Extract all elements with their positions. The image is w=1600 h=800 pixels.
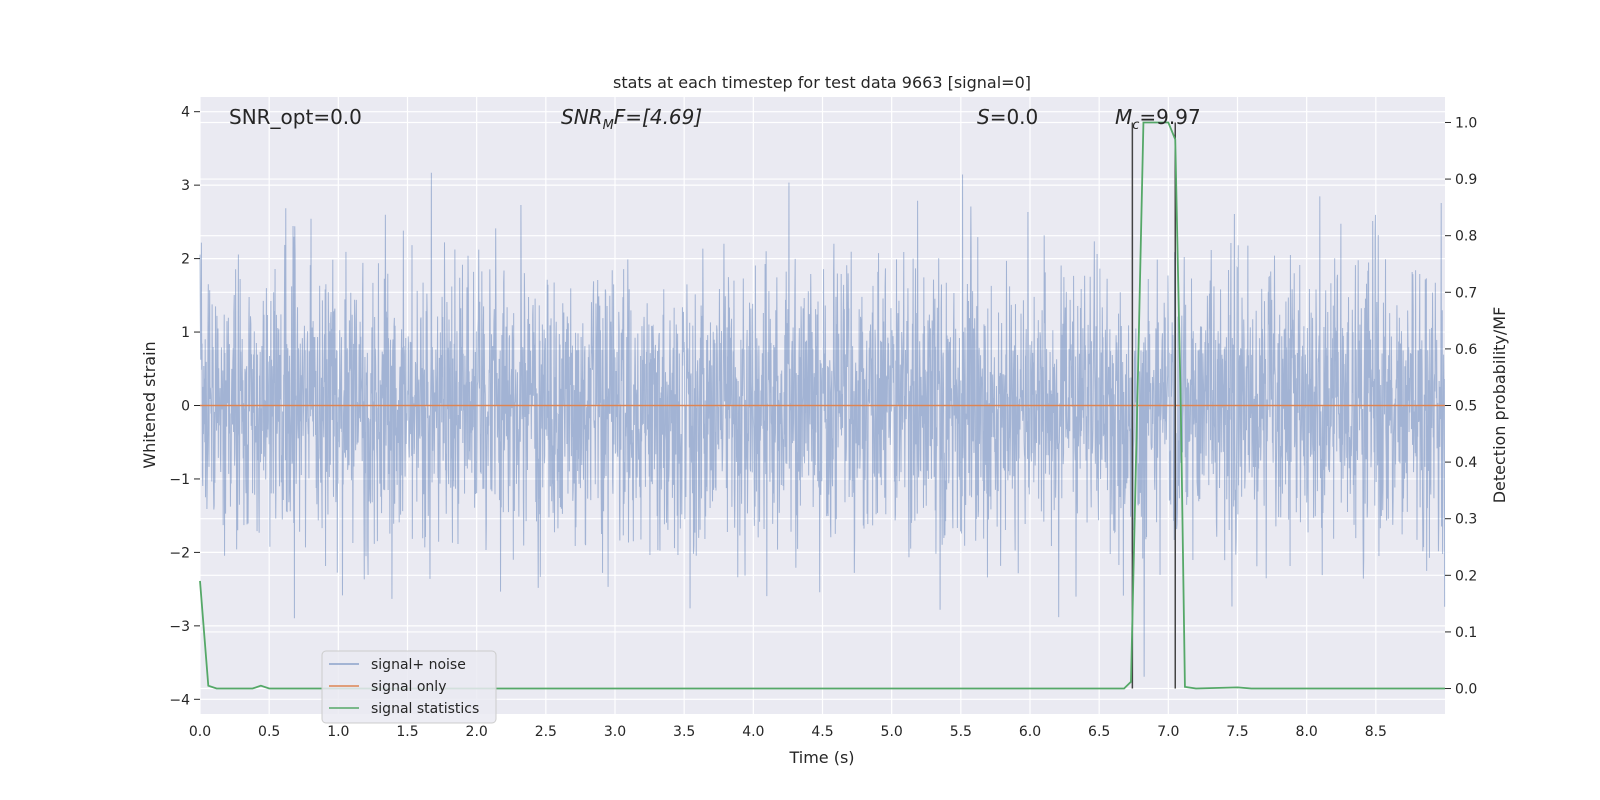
x-tick-label: 2.0: [466, 724, 488, 740]
annotation-snr-mf-rest: F=[4.69]: [614, 105, 702, 129]
x-tick-label: 8.5: [1365, 724, 1387, 740]
annotation-mc-main: M: [1115, 105, 1132, 129]
signal-statistics-line: [199, 121, 1445, 690]
x-tick-label: 5.5: [950, 724, 972, 740]
y2-tick-label: 0.9: [1455, 172, 1477, 188]
x-tick-label: 0.5: [258, 724, 280, 740]
y2-tick-label: 0.5: [1455, 399, 1477, 415]
axis-ticks: 0.0 0.5 1.0 1.5 2.0 2.5 3.0 3.5 4.0 4.5 5.0 5.5 6.0 6…: [169, 105, 1477, 740]
series-signal-noise: [199, 172, 1446, 677]
y-tick-label: 0: [181, 399, 190, 415]
x-tick-label: 6.0: [1019, 724, 1041, 740]
y2-tick-label: 1.0: [1455, 115, 1477, 131]
annotation-mc-sub: c: [1132, 118, 1139, 133]
x-tick-label: 0.0: [189, 724, 211, 740]
y-axis-label: Whitened strain: [140, 341, 159, 468]
annotation-mc: Mc=9.97: [1115, 105, 1201, 133]
chart-title: stats at each timestep for test data 966…: [613, 73, 1031, 92]
y2-tick-label: 0.6: [1455, 342, 1477, 358]
x-tick-label: 6.5: [1088, 724, 1110, 740]
x-tick-label: 1.5: [396, 724, 418, 740]
x-tick-label: 4.5: [811, 724, 833, 740]
y-tick-label: 2: [181, 252, 190, 268]
y2-tick-label: 0.0: [1455, 682, 1477, 698]
legend-box: [321, 650, 497, 724]
annotation-snr-mf-main: SNR: [561, 105, 603, 129]
annotation-snr-mf: SNRMF=[4.69]: [561, 105, 702, 133]
annotation-s: S=0.0: [977, 105, 1038, 129]
y2-tick-label: 0.2: [1455, 568, 1477, 584]
signal-noise-line: [199, 172, 1446, 677]
y-tick-label: −1: [169, 472, 190, 488]
x-tick-label: 7.5: [1226, 724, 1248, 740]
y-tick-label: 3: [181, 178, 190, 194]
legend-label-stats: signal statistics: [371, 701, 479, 717]
y-tick-label: −2: [169, 545, 190, 561]
annotation-snr-opt: SNR_opt=0.0: [229, 105, 362, 129]
y2-tick-label: 0.7: [1455, 285, 1477, 301]
annotation-snr-mf-sub: M: [603, 118, 614, 133]
x-axis-label: Time (s): [788, 748, 854, 767]
x-tick-label: 3.5: [673, 724, 695, 740]
y2-tick-label: 0.1: [1455, 625, 1477, 641]
x-tick-label: 4.0: [742, 724, 764, 740]
x-tick-label: 2.5: [535, 724, 557, 740]
x-tick-label: 5.0: [881, 724, 903, 740]
x-tick-label: 3.0: [604, 724, 626, 740]
legend-label-noise: signal+ noise: [371, 657, 466, 673]
annotation-s-rest: =0.0: [990, 105, 1039, 129]
y-tick-label: 1: [181, 325, 190, 341]
x-tick-label: 7.0: [1157, 724, 1179, 740]
x-tick-label: 8.0: [1296, 724, 1318, 740]
y-tick-label: 4: [181, 105, 190, 121]
legend: signal+ noise signal only signal statist…: [321, 650, 497, 724]
y2-tick-label: 0.3: [1455, 512, 1477, 528]
y2-tick-label: 0.4: [1455, 455, 1477, 471]
x-tick-label: 1.0: [327, 724, 349, 740]
annotation-mc-rest: =9.97: [1139, 105, 1200, 129]
series-lines: [199, 121, 1445, 690]
y-tick-label: −3: [169, 619, 190, 635]
y2-tick-label: 0.8: [1455, 229, 1477, 245]
legend-label-signal: signal only: [371, 679, 446, 695]
annotation-s-main: S: [977, 105, 990, 129]
y2-axis-label: Detection probability/MF: [1490, 307, 1509, 504]
y-tick-label: −4: [169, 692, 190, 708]
